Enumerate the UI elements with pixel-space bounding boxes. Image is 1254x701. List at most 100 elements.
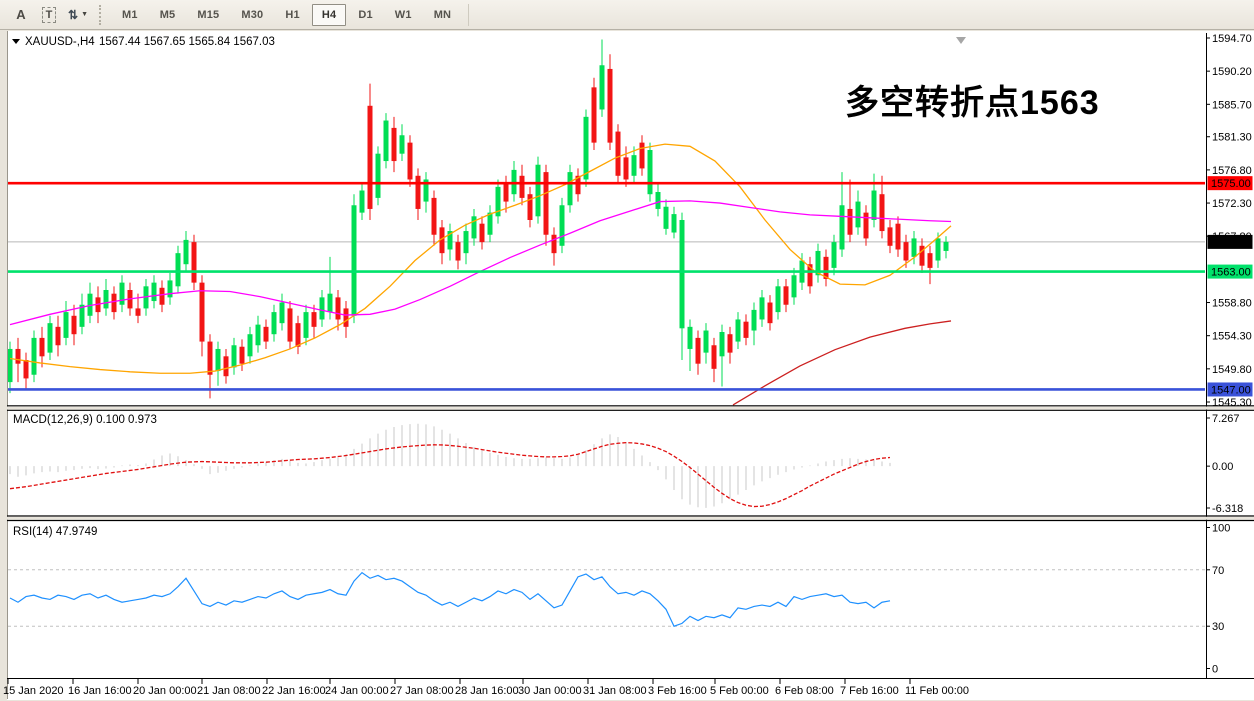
- time-tick-label: 6 Feb 08:00: [775, 685, 834, 697]
- candle-body: [295, 323, 301, 347]
- candle-body: [791, 275, 797, 298]
- candle-body: [359, 190, 365, 213]
- candle-body: [631, 155, 637, 176]
- candle-body: [415, 175, 421, 209]
- candle-body: [639, 142, 645, 169]
- candle-body: [823, 256, 829, 279]
- candle-body: [239, 346, 245, 364]
- candle-body: [335, 297, 341, 320]
- candle-body: [407, 142, 413, 180]
- time-tick-label: 15 Jan 2020: [3, 685, 64, 697]
- candle-body: [55, 326, 61, 346]
- candle-body: [679, 220, 685, 329]
- time-tick-label: 3 Feb 16:00: [648, 685, 707, 697]
- candle-body: [751, 309, 757, 331]
- price-tick-label: 1558.80: [1212, 298, 1252, 310]
- candle-body: [447, 231, 453, 250]
- candle-body: [343, 308, 349, 327]
- hline-tag-1563.00: [1207, 264, 1253, 279]
- candle-body: [615, 131, 621, 176]
- timeframe-m15[interactable]: M15: [187, 4, 229, 26]
- candle-body: [159, 287, 165, 305]
- time-tick-label: 28 Jan 16:00: [455, 685, 519, 697]
- timeframe-d1[interactable]: D1: [348, 4, 382, 26]
- toolbar: A T ⇅ ▼ M1 M5 M15 M30 H1 H4 D1 W1 MN: [0, 0, 1254, 30]
- chart-title-ohlc: 1567.44 1567.65 1565.84 1567.03: [99, 36, 275, 48]
- symbol-dropdown-icon[interactable]: [12, 39, 20, 44]
- candle-body: [879, 194, 885, 232]
- chart-title-symbol: XAUUSD-,H4: [25, 36, 95, 48]
- price-tick-label: 1594.70: [1212, 33, 1252, 45]
- font-tool-label: A: [16, 7, 26, 22]
- candle-body: [831, 242, 837, 268]
- candle-body: [727, 334, 733, 353]
- candle-body: [351, 205, 357, 316]
- rsi-panel: 100 70 30 0: [8, 523, 1230, 676]
- price-tick-label: 1585.70: [1212, 99, 1252, 111]
- time-tick-label: 22 Jan 16:00: [262, 685, 326, 697]
- candle-body: [775, 286, 781, 313]
- ma-long-line: [732, 320, 952, 406]
- candle-body: [31, 337, 37, 375]
- time-tick-label: 30 Jan 00:00: [518, 685, 582, 697]
- text-tool-icon: T: [41, 6, 57, 23]
- candle-body: [663, 206, 669, 229]
- candle-body: [175, 253, 181, 287]
- rsi-line: [9, 571, 891, 627]
- timeframe-h4[interactable]: H4: [311, 3, 347, 26]
- candle-body: [743, 321, 749, 338]
- time-tick-label: 27 Jan 08:00: [390, 685, 454, 697]
- candle-body: [479, 223, 485, 243]
- candle-body: [495, 186, 501, 217]
- hline-tag-1575.00: [1207, 176, 1253, 191]
- timeframe-m1[interactable]: M1: [112, 4, 148, 26]
- panel-splitter[interactable]: [7, 406, 1254, 410]
- timeframe-m30[interactable]: M30: [231, 4, 273, 26]
- panel-splitter[interactable]: [7, 516, 1254, 520]
- rsi-tick-label: 30: [1212, 621, 1224, 633]
- candle-body: [7, 348, 13, 383]
- macd-signal-line: [9, 441, 891, 508]
- annotation-text[interactable]: 多空转折点1563: [845, 84, 1100, 122]
- candle-body: [887, 227, 893, 246]
- candle-body: [63, 312, 69, 338]
- candle-body: [375, 153, 381, 198]
- candle-body: [599, 65, 605, 110]
- text-tool-button[interactable]: T: [36, 3, 62, 27]
- candle-body: [103, 290, 109, 309]
- candle-body: [191, 242, 197, 283]
- candle-body: [111, 293, 117, 313]
- candle-body: [863, 212, 869, 239]
- font-tool-button[interactable]: A: [8, 3, 34, 27]
- timeframe-w1[interactable]: W1: [385, 4, 422, 26]
- arrows-tool-button[interactable]: ⇅ ▼: [64, 3, 92, 27]
- candle-body: [439, 227, 445, 254]
- candle-body: [855, 201, 861, 228]
- price-tick-label: 1549.80: [1212, 364, 1252, 376]
- panel-borders: [7, 31, 1254, 699]
- candle-body: [815, 250, 821, 276]
- time-tick-label: 5 Feb 00:00: [710, 685, 769, 697]
- candle-body: [919, 245, 925, 266]
- timeframe-mn[interactable]: MN: [424, 4, 462, 26]
- time-tick-label: 11 Feb 00:00: [905, 685, 969, 697]
- candle-body: [735, 319, 741, 342]
- candle-body: [71, 315, 77, 335]
- candle-body: [231, 345, 237, 368]
- candle-body: [647, 150, 653, 195]
- chart-background: [7, 31, 1254, 700]
- candle-body: [655, 192, 661, 209]
- timeframe-h1[interactable]: H1: [275, 4, 309, 26]
- candle-body: [15, 348, 21, 364]
- candle-body: [319, 297, 325, 320]
- timeframe-m5[interactable]: M5: [150, 4, 186, 26]
- candle-body: [767, 302, 773, 324]
- candle-body: [47, 323, 53, 353]
- price-tick-label: 1576.80: [1212, 165, 1252, 177]
- candles-layer: [7, 39, 949, 399]
- candle-body: [759, 297, 765, 320]
- macd-tick-label: -6.318: [1212, 503, 1243, 515]
- candle-body: [527, 194, 533, 220]
- candle-body: [87, 293, 93, 316]
